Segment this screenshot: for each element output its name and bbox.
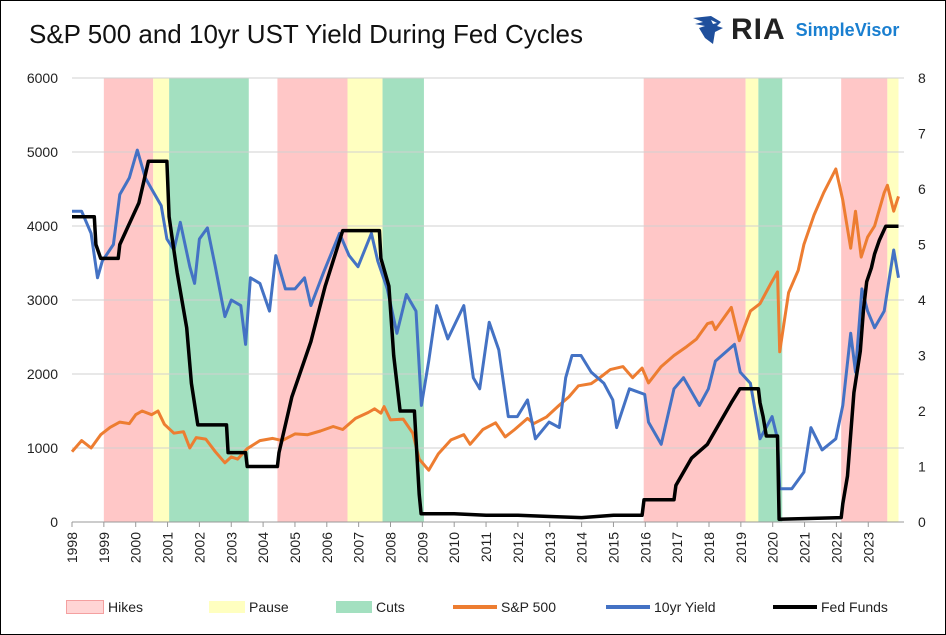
x-tick-label: 2012 <box>510 532 526 563</box>
y-left-tick-label: 4000 <box>27 218 58 234</box>
x-tick-label: 2020 <box>765 532 781 563</box>
x-tick-label: 2004 <box>255 532 271 563</box>
legend-label: Pause <box>249 599 289 615</box>
legend-label: 10yr Yield <box>654 599 716 615</box>
x-tick-label: 2018 <box>701 532 717 563</box>
x-tick-label: 2019 <box>733 532 749 563</box>
x-tick-label: 2008 <box>383 532 399 563</box>
plot-area: 0 1000 2000 3000 4000 5000 6000 0 1 2 3 4 5 6 7 8 1998 19… <box>27 70 926 563</box>
y-left-tick-label: 5000 <box>27 144 58 160</box>
y-left-tick-label: 6000 <box>27 70 58 86</box>
legend-label: S&P 500 <box>501 599 557 615</box>
x-tick-label: 2002 <box>191 532 207 563</box>
y-left-tick-label: 0 <box>50 514 58 530</box>
x-tick-label: 2010 <box>446 532 462 563</box>
legend-item-sp500: S&P 500 <box>453 599 556 615</box>
y-right-tick-label: 0 <box>918 514 926 530</box>
y-right-tick-label: 2 <box>918 403 926 419</box>
y-right-tick-label: 6 <box>918 181 926 197</box>
y-right-tick-label: 1 <box>918 459 926 475</box>
x-tick-label: 2023 <box>860 532 876 563</box>
y-left-tick-label: 1000 <box>27 440 58 456</box>
logo-ria: RIA <box>731 13 786 46</box>
x-tick-label: 1998 <box>64 532 80 563</box>
x-tick-label: 2005 <box>287 532 303 563</box>
legend-item-10yr: 10yr Yield <box>606 599 715 615</box>
x-tick-label: 2001 <box>160 532 176 563</box>
x-tick-label: 1999 <box>96 532 112 563</box>
legend-item-hikes: Hikes <box>66 599 143 615</box>
legend-item-fedfunds: Fed Funds <box>773 599 888 615</box>
y-right-tick-label: 5 <box>918 237 926 253</box>
x-tick-label: 2006 <box>319 532 335 563</box>
legend-item-pause: Pause <box>209 599 289 615</box>
x-tick-label: 2015 <box>605 532 621 563</box>
y-right-tick-label: 3 <box>918 348 926 364</box>
x-tick-label: 2003 <box>223 532 239 563</box>
x-tick-label: 2014 <box>574 532 590 563</box>
x-tick-label: 2007 <box>351 532 367 563</box>
legend-item-cuts: Cuts <box>336 599 405 615</box>
x-tick-label: 2009 <box>414 532 430 563</box>
legend-label: Cuts <box>376 599 405 615</box>
y-right-tick-label: 8 <box>918 70 926 86</box>
logo-simplevisor: SimpleVisor <box>795 19 900 40</box>
series-line-s-p-500 <box>70 167 900 472</box>
x-tick-label: 2021 <box>797 532 813 563</box>
x-tick-label: 2000 <box>128 532 144 563</box>
legend-label: Hikes <box>108 599 144 615</box>
x-tick-label: 2013 <box>542 532 558 563</box>
series-line-fed-funds <box>72 159 899 521</box>
chart-title: S&P 500 and 10yr UST Yield During Fed Cy… <box>29 19 583 49</box>
x-tick-label: 2011 <box>478 532 494 562</box>
series-line-10yr-yield <box>72 148 900 491</box>
legend: Hikes Pause Cuts S&P 500 10yr Yield Fed … <box>61 599 921 619</box>
x-tick-label: 2017 <box>669 532 685 563</box>
y-right-tick-label: 7 <box>918 126 926 142</box>
x-tick-label: 2016 <box>637 532 653 563</box>
eagle-logo-icon <box>693 16 723 44</box>
x-tick-label: 2022 <box>828 532 844 563</box>
legend-label: Fed Funds <box>821 599 888 615</box>
logo: RIA SimpleVisor <box>691 13 899 47</box>
y-right-tick-label: 4 <box>918 292 926 308</box>
y-left-tick-label: 3000 <box>27 292 58 308</box>
y-left-tick-label: 2000 <box>27 366 58 382</box>
